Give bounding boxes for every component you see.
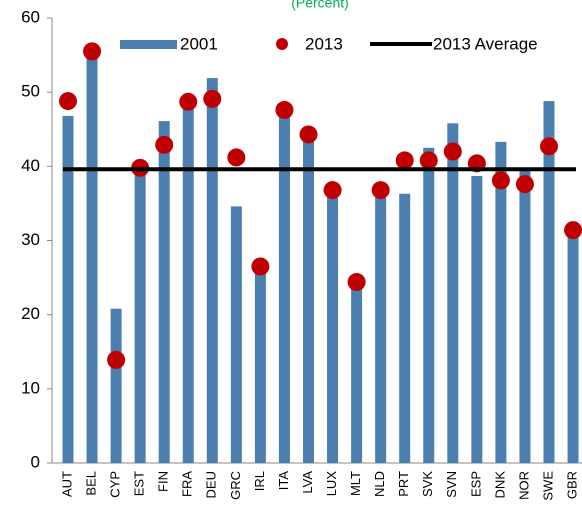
bar [495,141,507,463]
dot [83,42,102,61]
bar [375,192,387,463]
bar [471,175,483,463]
bar [230,206,242,463]
bar [158,121,170,463]
x-tick-label: LUX [324,471,339,497]
dot [564,221,582,240]
bar [327,192,339,463]
y-tick-label: 20 [21,304,40,323]
dot [347,273,366,292]
x-tick-label: NOR [516,471,531,500]
bar [254,270,266,463]
dot [395,151,414,170]
bar [206,78,218,463]
dot [203,89,222,108]
x-tick-label: GRC [228,471,243,500]
dot [59,92,77,111]
dot [179,92,198,111]
bar [303,137,314,464]
x-tick-label: FRA [180,471,195,497]
bar [110,308,122,463]
dot [251,257,270,276]
dot [515,175,534,194]
bar [567,233,579,463]
x-tick-label: SVK [420,471,435,497]
legend-swatch [120,40,177,49]
legend-label: 2013 Average [433,34,538,53]
dot [371,181,390,200]
chart-title: (Percent) [291,0,349,11]
bar [86,49,98,464]
bar [399,193,411,463]
dot [540,137,558,156]
x-tick-label: LVA [300,471,315,494]
x-tick-label: ITA [276,471,291,491]
dot [107,350,126,369]
dot [443,142,462,161]
dot [155,135,174,154]
bar [134,170,146,463]
y-tick-label: 0 [31,452,40,471]
x-tick-label: PRT [396,471,411,497]
bar [423,147,435,463]
x-tick-label: ESP [468,471,483,497]
y-tick-label: 50 [21,82,40,101]
x-tick-label: SWE [540,471,555,501]
y-tick-label: 60 [21,7,40,26]
legend-label: 2001 [180,34,218,53]
x-tick-label: FIN [156,471,171,492]
x-tick-label: SVN [444,471,459,498]
dot [227,148,246,167]
dot [275,100,294,119]
legend-swatch [276,38,288,50]
y-tick-label: 30 [21,230,40,249]
x-tick-label: GBR [564,471,579,499]
y-tick-label: 40 [21,156,40,175]
y-tick-label: 10 [21,378,40,397]
bar [447,123,459,464]
x-tick-label: NLD [372,471,387,497]
bar [182,105,194,464]
x-tick-label: AUT [59,471,74,497]
dot [419,151,438,170]
bar [519,170,531,463]
x-tick-label: CYP [108,471,123,498]
bar [351,288,363,463]
x-tick-label: BEL [83,471,98,496]
x-tick-label: DNK [492,471,507,499]
x-tick-label: EST [132,471,147,496]
bar [278,117,290,463]
dot [491,171,510,190]
x-tick-label: MLT [348,471,363,496]
bar [543,101,555,464]
bar [62,115,74,464]
x-tick-label: DEU [204,471,219,498]
dot [299,125,318,144]
dot [323,181,342,200]
legend-label: 2013 [305,34,343,53]
x-tick-label: IRL [252,471,267,491]
